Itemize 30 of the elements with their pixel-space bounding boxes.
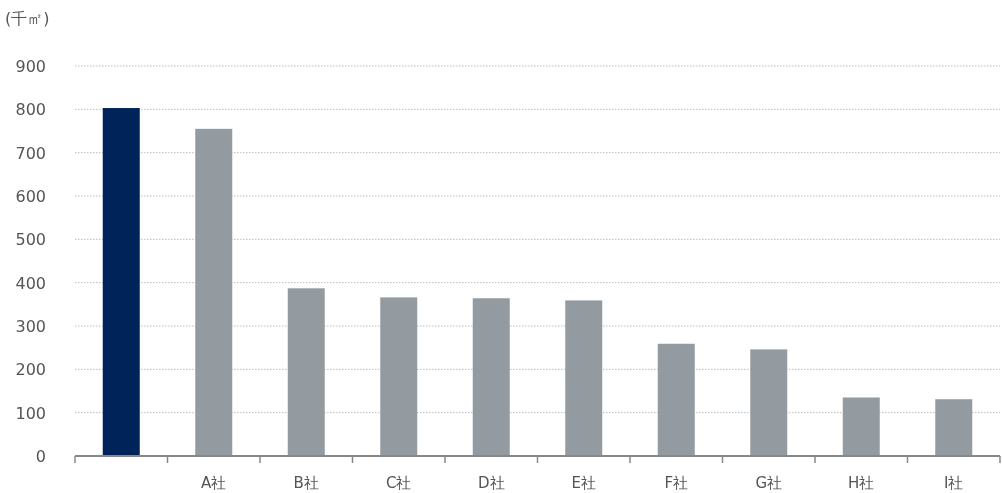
x-tick-label: D社 bbox=[477, 474, 505, 492]
x-tick-label: I社 bbox=[944, 474, 964, 492]
y-tick-label: 700 bbox=[15, 143, 46, 163]
y-tick-label: 900 bbox=[15, 57, 46, 76]
x-tick-label: E社 bbox=[571, 474, 596, 492]
y-axis-title: (千㎡) bbox=[5, 9, 50, 28]
bar bbox=[472, 298, 510, 456]
bar bbox=[195, 128, 233, 456]
bar bbox=[842, 397, 880, 456]
bar bbox=[565, 300, 603, 456]
bar bbox=[380, 297, 418, 456]
bar bbox=[287, 288, 325, 456]
y-tick-label: 400 bbox=[15, 273, 46, 293]
y-tick-label: 600 bbox=[15, 187, 46, 206]
x-tick-label: G社 bbox=[755, 474, 783, 492]
y-tick-label: 300 bbox=[15, 317, 46, 336]
y-tick-label: 100 bbox=[15, 403, 46, 423]
bar bbox=[102, 108, 140, 456]
y-tick-label: 800 bbox=[15, 100, 46, 120]
y-tick-label: 500 bbox=[15, 230, 46, 250]
bar bbox=[657, 343, 695, 456]
bar bbox=[750, 349, 788, 456]
x-tick-label: A社 bbox=[201, 474, 227, 492]
x-tick-label: F社 bbox=[664, 474, 689, 492]
bar bbox=[935, 399, 973, 456]
x-tick-label: B社 bbox=[293, 474, 319, 492]
x-tick-label: C社 bbox=[386, 474, 412, 492]
y-tick-label: 200 bbox=[15, 360, 46, 380]
y-tick-label: 0 bbox=[35, 447, 46, 466]
x-tick-label: H社 bbox=[848, 474, 875, 492]
